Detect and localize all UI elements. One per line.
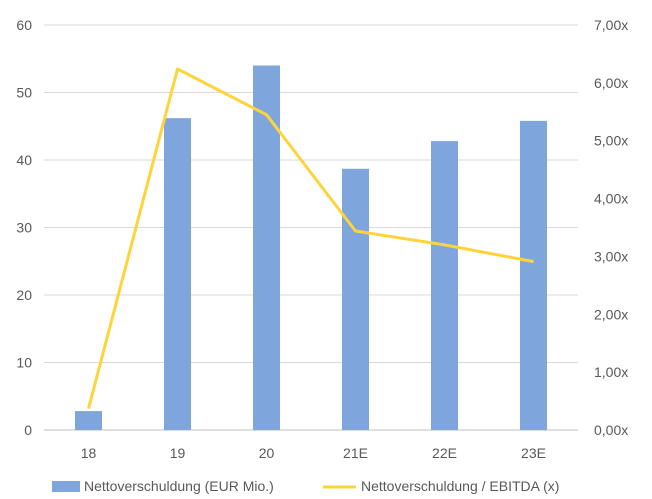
right-tick-label: 7,00x: [594, 17, 628, 33]
bar: [75, 411, 102, 430]
right-tick-label: 1,00x: [594, 364, 628, 380]
left-tick-label: 30: [16, 220, 32, 236]
left-tick-label: 0: [24, 422, 32, 438]
line-path: [87, 67, 534, 409]
legend-label-bar: Nettoverschuldung (EUR Mio.): [84, 478, 274, 494]
x-tick-label: 20: [259, 445, 275, 461]
bar-series: [75, 65, 547, 431]
right-tick-label: 5,00x: [594, 133, 628, 149]
right-tick-label: 3,00x: [594, 248, 628, 264]
gridlines: [44, 24, 578, 431]
line-series: [87, 67, 534, 409]
legend: Nettoverschuldung (EUR Mio.) Nettoversch…: [52, 478, 559, 494]
left-tick-label: 10: [16, 355, 32, 371]
left-tick-label: 60: [16, 17, 32, 33]
right-tick-label: 4,00x: [594, 191, 628, 207]
bar: [253, 65, 280, 430]
x-tick-label: 19: [170, 445, 186, 461]
legend-swatch-bar: [52, 481, 80, 492]
left-tick-label: 50: [16, 85, 32, 101]
bar: [431, 141, 458, 430]
x-tick-label: 23E: [521, 445, 546, 461]
left-axis-ticks: 0 10 20 30 40 50 60: [16, 17, 32, 438]
right-tick-label: 0,00x: [594, 422, 628, 438]
left-tick-label: 20: [16, 287, 32, 303]
x-tick-label: 18: [81, 445, 97, 461]
left-tick-label: 40: [16, 152, 32, 168]
bar: [520, 120, 547, 430]
bar: [342, 168, 369, 430]
x-axis-ticks: 18 19 20 21E 22E 23E: [81, 445, 546, 461]
right-tick-label: 2,00x: [594, 306, 628, 322]
x-tick-label: 22E: [432, 445, 457, 461]
legend-label-line: Nettoverschuldung / EBITDA (x): [361, 478, 559, 494]
right-axis-ticks: 0,00x 1,00x 2,00x 3,00x 4,00x 5,00x 6,00x 7,00x: [594, 17, 628, 438]
bar: [164, 118, 191, 431]
x-tick-label: 21E: [343, 445, 368, 461]
right-tick-label: 6,00x: [594, 75, 628, 91]
